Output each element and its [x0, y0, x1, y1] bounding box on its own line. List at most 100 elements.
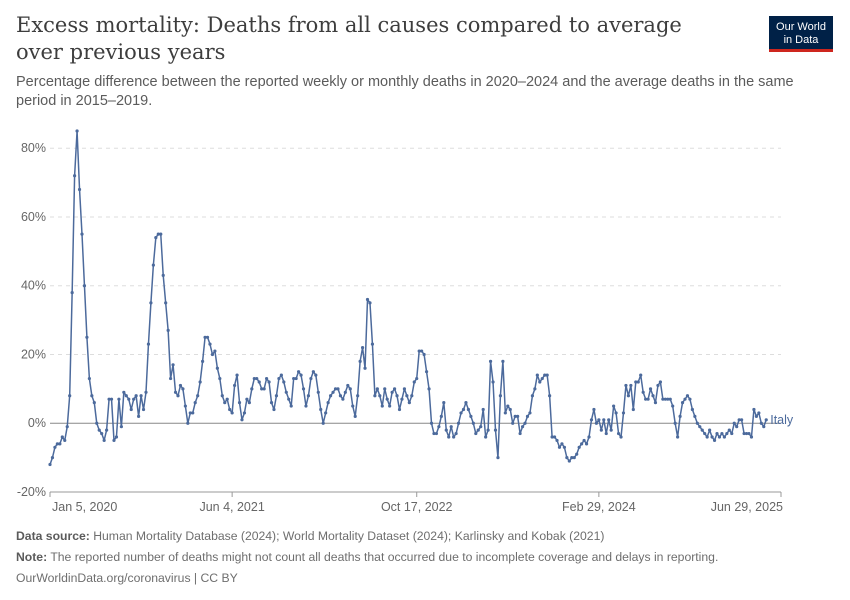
- data-point: [673, 421, 677, 425]
- data-point: [516, 414, 520, 418]
- data-point: [567, 459, 571, 463]
- data-point: [363, 366, 367, 370]
- data-point: [245, 397, 249, 401]
- data-point: [717, 435, 722, 439]
- data-point: [102, 438, 106, 443]
- data-point: [602, 418, 606, 422]
- data-point: [725, 431, 729, 436]
- data-point: [548, 394, 552, 398]
- data-point: [550, 435, 554, 439]
- data-point: [653, 401, 658, 405]
- source-text: Human Mortality Database (2024); World M…: [89, 529, 605, 543]
- data-point: [304, 404, 308, 408]
- data-point: [314, 373, 318, 377]
- data-point: [159, 232, 163, 236]
- data-point: [193, 401, 197, 405]
- data-point: [198, 380, 202, 384]
- data-point: [727, 428, 731, 432]
- data-point: [336, 387, 340, 391]
- data-point: [375, 387, 379, 391]
- data-point: [201, 359, 205, 363]
- data-point: [525, 414, 530, 418]
- data-point: [624, 383, 628, 388]
- data-point: [100, 431, 104, 436]
- data-point: [301, 387, 306, 391]
- logo-line-2: in Data: [783, 34, 819, 46]
- data-point: [762, 425, 766, 429]
- data-point: [580, 442, 584, 446]
- data-point: [169, 376, 173, 381]
- data-point: [671, 404, 675, 408]
- series-label-italy[interactable]: Italy: [770, 413, 794, 427]
- data-point: [60, 435, 64, 439]
- data-point: [250, 387, 254, 391]
- data-point: [388, 404, 392, 408]
- data-point: [309, 376, 313, 381]
- data-point: [538, 380, 542, 384]
- data-point: [407, 401, 411, 405]
- data-point: [629, 383, 633, 388]
- data-point: [48, 462, 52, 467]
- footer-source: Data source: Human Mortality Database (2…: [16, 528, 604, 544]
- data-point: [479, 425, 483, 429]
- data-point: [461, 407, 466, 412]
- data-point: [442, 401, 446, 405]
- data-point: [577, 445, 581, 449]
- data-point: [690, 407, 694, 412]
- owid-logo[interactable]: Our World in Data: [769, 16, 833, 52]
- data-point: [55, 442, 59, 446]
- data-point: [565, 456, 569, 460]
- data-point: [356, 394, 360, 398]
- data-point: [124, 394, 128, 398]
- data-point: [740, 418, 744, 422]
- data-point: [321, 421, 325, 425]
- data-point: [208, 342, 212, 346]
- data-point: [511, 421, 515, 425]
- data-point: [520, 425, 525, 429]
- data-point: [589, 418, 594, 422]
- data-point: [730, 431, 734, 436]
- data-point: [562, 445, 567, 449]
- data-point: [122, 390, 126, 394]
- data-point: [230, 411, 234, 415]
- data-point: [722, 435, 726, 439]
- data-point: [164, 301, 168, 305]
- y-tick-label: 80%: [21, 141, 46, 155]
- data-point: [417, 349, 421, 353]
- data-point: [752, 407, 756, 412]
- data-point: [183, 404, 187, 408]
- footer-credit[interactable]: OurWorldinData.org/coronavirus | CC BY: [16, 571, 238, 585]
- data-point: [513, 414, 517, 418]
- data-point: [481, 407, 485, 412]
- data-point: [749, 435, 754, 439]
- y-axis-ticks: -20% 0% 20% 40% 60% 80%: [17, 141, 46, 499]
- series-line-italy[interactable]: [49, 130, 767, 465]
- data-point: [215, 366, 219, 370]
- data-point: [434, 431, 439, 436]
- data-point: [604, 431, 608, 436]
- data-point: [284, 390, 288, 394]
- data-point: [368, 301, 372, 305]
- data-point: [619, 435, 623, 439]
- data-point: [383, 387, 387, 391]
- data-point: [257, 380, 261, 384]
- data-point: [220, 394, 224, 398]
- data-point: [612, 404, 616, 408]
- data-point: [274, 394, 279, 398]
- data-point: [616, 431, 621, 436]
- data-point: [484, 435, 488, 439]
- data-point: [228, 407, 232, 412]
- data-point: [92, 401, 96, 405]
- chart-subtitle: Percentage difference between the report…: [16, 74, 794, 109]
- data-point: [173, 390, 178, 394]
- data-point: [560, 442, 564, 446]
- data-point: [279, 373, 283, 377]
- data-point: [688, 397, 692, 401]
- data-point: [149, 301, 153, 305]
- data-point: [378, 394, 382, 398]
- series-lines: [49, 130, 767, 465]
- data-point: [575, 452, 579, 456]
- data-point: [237, 401, 242, 405]
- data-point: [343, 390, 347, 394]
- data-point: [260, 387, 264, 391]
